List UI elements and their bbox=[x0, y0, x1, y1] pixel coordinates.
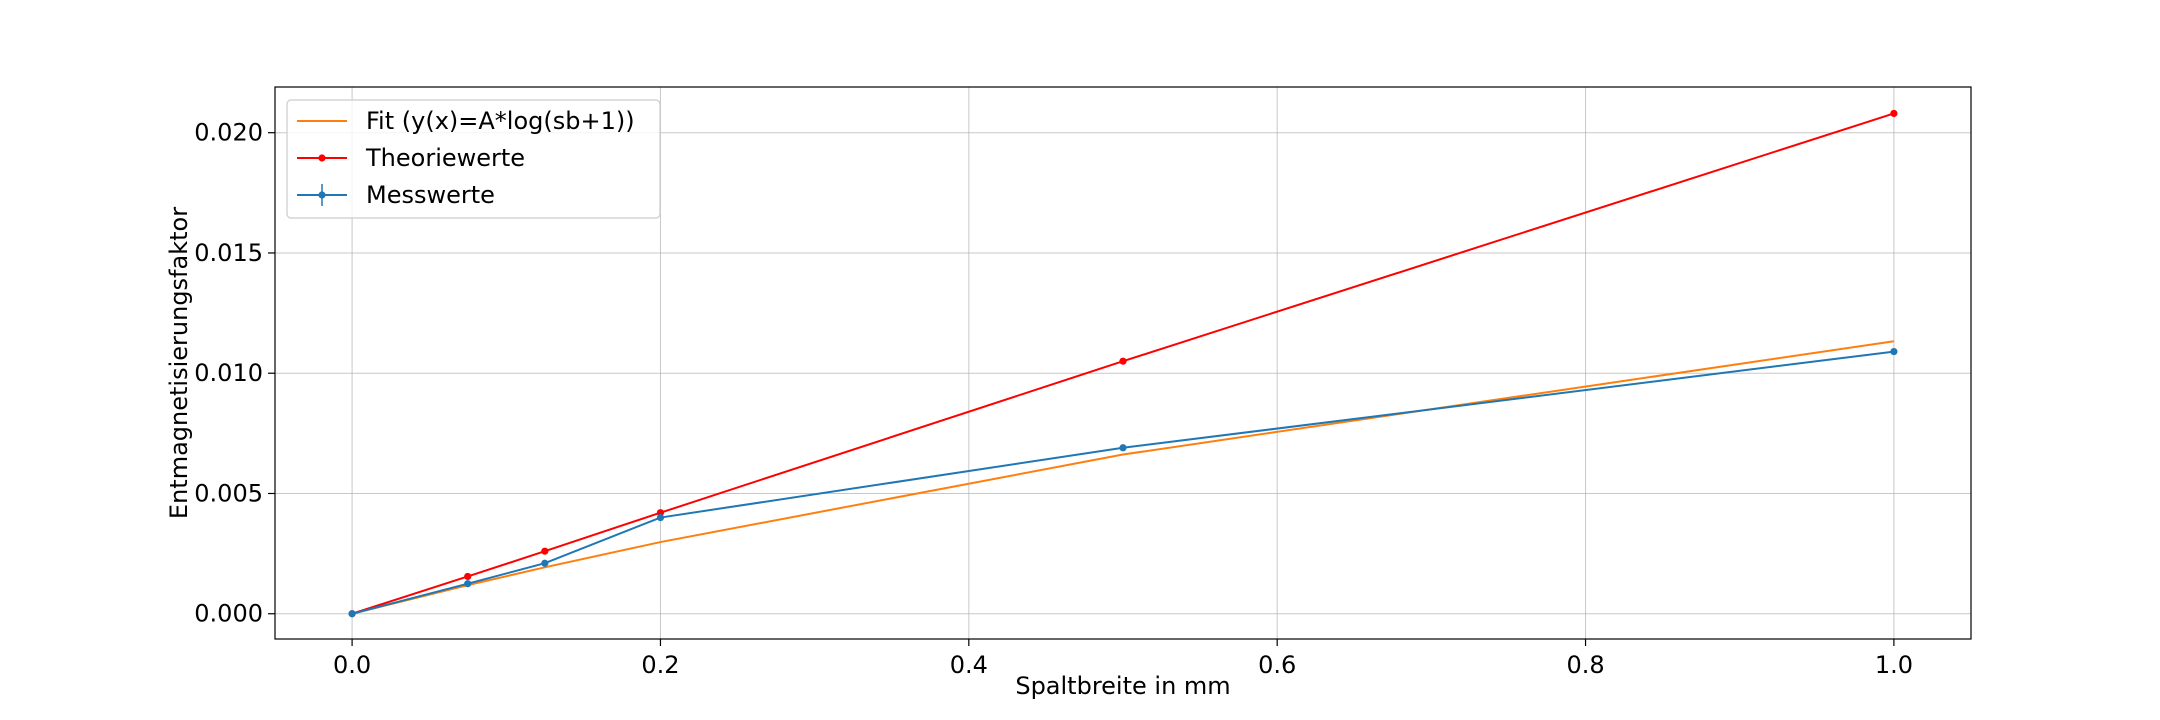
series-0 bbox=[351, 340, 1895, 615]
data-point bbox=[1890, 109, 1898, 118]
series-2 bbox=[348, 347, 1898, 618]
series-line bbox=[351, 350, 1895, 615]
data-point bbox=[1119, 357, 1127, 365]
tick-layer: 0.0 0.2 0.4 0.6 0.8 1.0 0.000 0.005 0.010 0.015 0.… bbox=[194, 119, 1913, 679]
x-tick-label: 1.0 bbox=[1875, 651, 1913, 679]
data-point bbox=[464, 572, 472, 581]
legend-entry: Messwerte bbox=[297, 181, 495, 209]
legend-label: Messwerte bbox=[366, 181, 495, 209]
legend-entries: Fit (y(x)=A*log(sb+1)) Theoriewerte Messwe… bbox=[297, 107, 635, 209]
series-line bbox=[351, 112, 1895, 615]
x-tick-label: 0.0 bbox=[333, 651, 371, 679]
data-point bbox=[656, 513, 665, 522]
legend-marker-swatch bbox=[318, 154, 326, 162]
plot-area-frame bbox=[274, 86, 1972, 640]
legend-label: Theoriewerte bbox=[365, 144, 525, 172]
data-point bbox=[541, 559, 549, 567]
y-tick-label: 0.005 bbox=[194, 479, 263, 507]
y-tick-label: 0.015 bbox=[194, 239, 263, 267]
data-point bbox=[348, 610, 356, 618]
x-tick-label: 0.2 bbox=[641, 651, 679, 679]
legend: Fit (y(x)=A*log(sb+1)) Theoriewerte Messwe… bbox=[286, 99, 661, 219]
data-point bbox=[1119, 444, 1127, 452]
x-axis-label: Spaltbreite in mm bbox=[1015, 672, 1230, 700]
legend-label: Fit (y(x)=A*log(sb+1)) bbox=[366, 107, 635, 135]
x-tick-label: 0.6 bbox=[1258, 651, 1296, 679]
data-point bbox=[541, 547, 549, 555]
y-axis-label: Entmagnetisierungsfaktor bbox=[165, 207, 193, 519]
legend-box bbox=[286, 99, 661, 219]
legend-entry: Theoriewerte bbox=[297, 144, 525, 172]
y-tick-label: 0.010 bbox=[194, 359, 263, 387]
y-tick-label: 0.000 bbox=[194, 600, 263, 628]
x-tick-label: 0.4 bbox=[950, 651, 988, 679]
x-tick-label: 0.8 bbox=[1566, 651, 1604, 679]
series-layer bbox=[348, 109, 1898, 618]
legend-entry: Fit (y(x)=A*log(sb+1)) bbox=[297, 107, 635, 135]
series-line bbox=[351, 340, 1895, 615]
y-tick-label: 0.020 bbox=[194, 119, 263, 147]
data-point bbox=[1890, 347, 1898, 356]
data-point bbox=[464, 580, 472, 588]
